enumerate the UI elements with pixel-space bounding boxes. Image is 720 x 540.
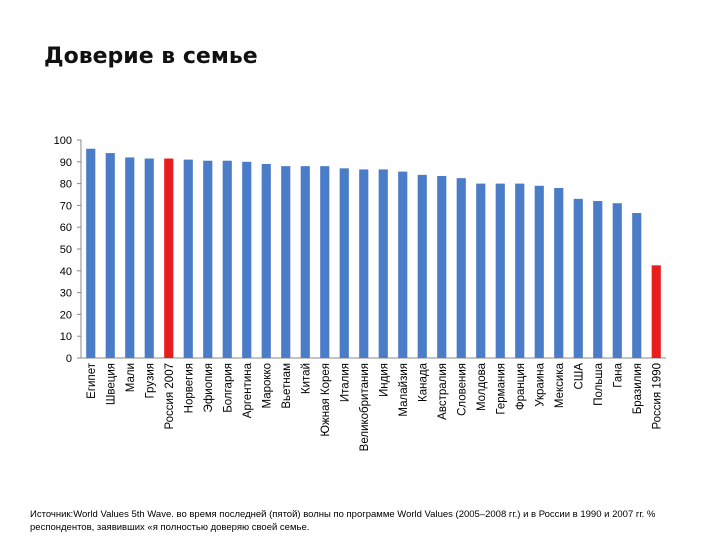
x-tick-label: Франция <box>515 363 527 410</box>
y-tick-label: 30 <box>60 288 72 300</box>
x-tick-label: Марокко <box>261 363 273 408</box>
x-tick-label: Гана <box>612 362 624 387</box>
bar <box>281 166 291 358</box>
bar <box>300 166 310 358</box>
source-note: Источник:World Values 5th Wave. во время… <box>30 509 656 533</box>
bar <box>593 201 603 358</box>
x-tick-label: Южная Корея <box>320 363 332 437</box>
y-tick-label: 50 <box>60 244 72 256</box>
bar <box>222 160 232 358</box>
x-tick-label: Италия <box>339 363 351 402</box>
x-tick-label: Мали <box>125 363 137 392</box>
x-tick-label: Индия <box>378 363 390 397</box>
bar <box>612 203 622 358</box>
x-tick-label: Бразилия <box>632 363 644 414</box>
bar <box>437 175 447 358</box>
bar <box>554 187 564 358</box>
y-tick-label: 80 <box>60 179 72 191</box>
bar <box>417 174 427 358</box>
bar <box>144 158 154 358</box>
x-tick-label: Россия 2007 <box>164 363 176 430</box>
x-tick-label: Молдова <box>476 362 488 411</box>
bar <box>632 213 642 358</box>
x-tick-label: Польша <box>593 362 605 405</box>
x-tick-label: Китай <box>300 363 312 394</box>
bar <box>534 185 544 358</box>
x-tick-label: Россия 1990 <box>651 363 663 430</box>
x-tick-label: Швеция <box>105 363 117 405</box>
x-tick-label: США <box>573 363 585 390</box>
x-axis-labels: Египет Швеция Мали Грузия Россия 2007 Норвеги… <box>86 362 664 451</box>
bar <box>476 183 486 358</box>
x-tick-label: Великобритания <box>359 363 371 451</box>
bar <box>378 169 388 358</box>
bar <box>359 169 369 358</box>
x-tick-label: Эфиопия <box>203 363 215 412</box>
y-tick-label: 10 <box>60 331 72 343</box>
y-tick-label: 100 <box>54 135 72 147</box>
bar <box>339 168 349 358</box>
x-tick-label: Норвегия <box>183 363 195 413</box>
bar <box>320 166 330 358</box>
x-tick-label: Грузия <box>144 363 156 399</box>
x-tick-label: Австралия <box>437 363 449 420</box>
page-title: Доверие в семье <box>44 44 258 69</box>
x-tick-label: Германия <box>495 363 507 415</box>
x-tick-label: Вьетнам <box>281 363 293 409</box>
bar <box>86 148 96 358</box>
x-tick-label: Малайзия <box>398 363 410 417</box>
x-tick-label: Египет <box>86 362 98 399</box>
y-tick-label: 70 <box>60 200 72 212</box>
bar <box>183 159 193 358</box>
x-tick-label: Канада <box>417 362 429 402</box>
x-tick-label: Мексика <box>554 362 566 408</box>
x-tick-label: Болгария <box>222 363 234 413</box>
y-axis: 0 10 20 30 40 50 60 70 80 90 100 <box>54 135 666 365</box>
bar <box>398 171 408 358</box>
y-tick-label: 40 <box>60 266 72 278</box>
x-tick-label: Словения <box>456 363 468 416</box>
bar <box>164 158 174 358</box>
bar <box>203 160 213 358</box>
y-tick-label: 60 <box>60 222 72 234</box>
bar <box>261 163 271 358</box>
bar <box>495 183 505 358</box>
x-tick-label: Украина <box>534 362 546 406</box>
x-tick-label: Аргентина <box>242 362 254 418</box>
y-tick-label: 20 <box>60 309 72 321</box>
bar <box>125 157 135 358</box>
bar <box>105 153 115 358</box>
bar <box>515 183 525 358</box>
bar <box>573 198 583 358</box>
y-tick-label: 90 <box>60 157 72 169</box>
bars <box>86 148 661 358</box>
bar <box>651 265 661 358</box>
bar <box>456 178 466 358</box>
bar <box>242 161 252 358</box>
y-tick-label: 0 <box>66 353 72 365</box>
